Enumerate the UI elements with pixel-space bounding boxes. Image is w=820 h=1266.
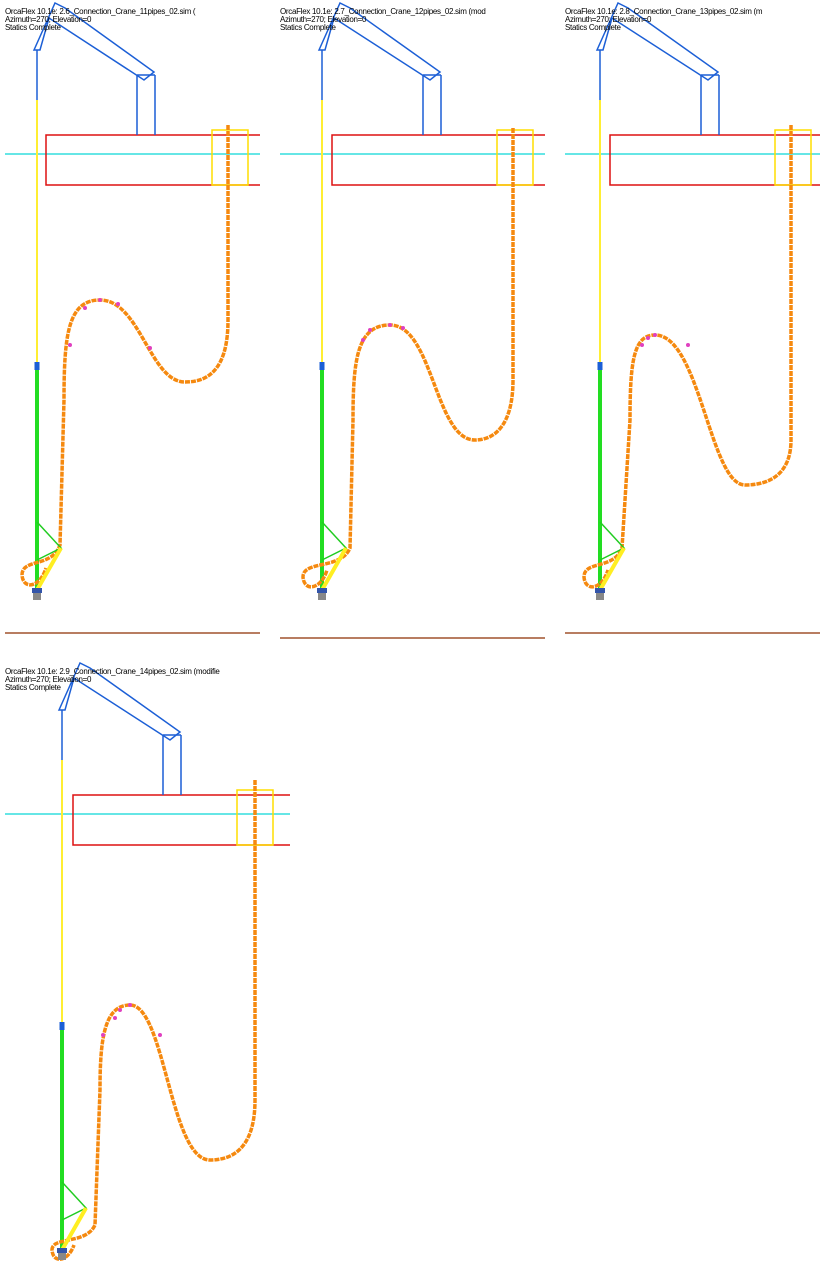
weight bbox=[318, 593, 326, 600]
pipe-marker bbox=[98, 298, 102, 302]
pipe-marker bbox=[101, 1033, 105, 1037]
connector bbox=[35, 362, 40, 370]
hook bbox=[595, 588, 605, 593]
weight bbox=[33, 593, 41, 600]
view-panel bbox=[280, 3, 545, 638]
flexible-pipe bbox=[22, 125, 228, 585]
pipe-marker bbox=[83, 306, 87, 310]
connector bbox=[598, 362, 603, 370]
crane-column bbox=[137, 75, 155, 135]
hook bbox=[32, 588, 42, 593]
weight bbox=[58, 1253, 66, 1260]
pipe-marker bbox=[640, 343, 644, 347]
connector bbox=[60, 1022, 65, 1030]
hook bbox=[317, 588, 327, 593]
hook bbox=[57, 1248, 67, 1253]
pipe-marker bbox=[388, 323, 392, 327]
flexible-pipe bbox=[584, 125, 791, 587]
screenshot: OrcaFlex 10.1e: 2.6_Connection_Crane_11p… bbox=[0, 0, 820, 1266]
pipe-marker bbox=[653, 333, 657, 337]
crane-column bbox=[163, 735, 181, 795]
vessel bbox=[73, 795, 290, 845]
crane-column bbox=[423, 75, 441, 135]
pipe-marker bbox=[68, 343, 72, 347]
panel-status: Statics Complete bbox=[5, 684, 61, 692]
flexible-pipe bbox=[52, 780, 255, 1259]
guide-box bbox=[497, 130, 533, 185]
pipe-marker bbox=[128, 1003, 132, 1007]
view-panel bbox=[5, 663, 290, 1260]
pipe-marker bbox=[646, 336, 650, 340]
flexible-pipe bbox=[303, 128, 513, 587]
view-panel bbox=[565, 3, 820, 633]
view-panel bbox=[5, 3, 260, 633]
vessel bbox=[610, 135, 820, 185]
panel-status: Statics Complete bbox=[565, 24, 621, 32]
crane-column bbox=[701, 75, 719, 135]
pipe-marker bbox=[368, 328, 372, 332]
pipe-marker bbox=[401, 326, 405, 330]
guide-box bbox=[212, 130, 248, 185]
pipe-marker bbox=[118, 1008, 122, 1012]
connector bbox=[320, 362, 325, 370]
panel-status: Statics Complete bbox=[280, 24, 336, 32]
pipe-marker bbox=[158, 1033, 162, 1037]
pipe-marker bbox=[116, 302, 120, 306]
pipe-marker bbox=[686, 343, 690, 347]
scene bbox=[0, 0, 820, 1266]
guide-box bbox=[775, 130, 811, 185]
pipe-marker bbox=[113, 1016, 117, 1020]
pipe-marker bbox=[148, 346, 152, 350]
weight bbox=[596, 593, 604, 600]
panel-status: Statics Complete bbox=[5, 24, 61, 32]
pipe-marker bbox=[361, 338, 365, 342]
